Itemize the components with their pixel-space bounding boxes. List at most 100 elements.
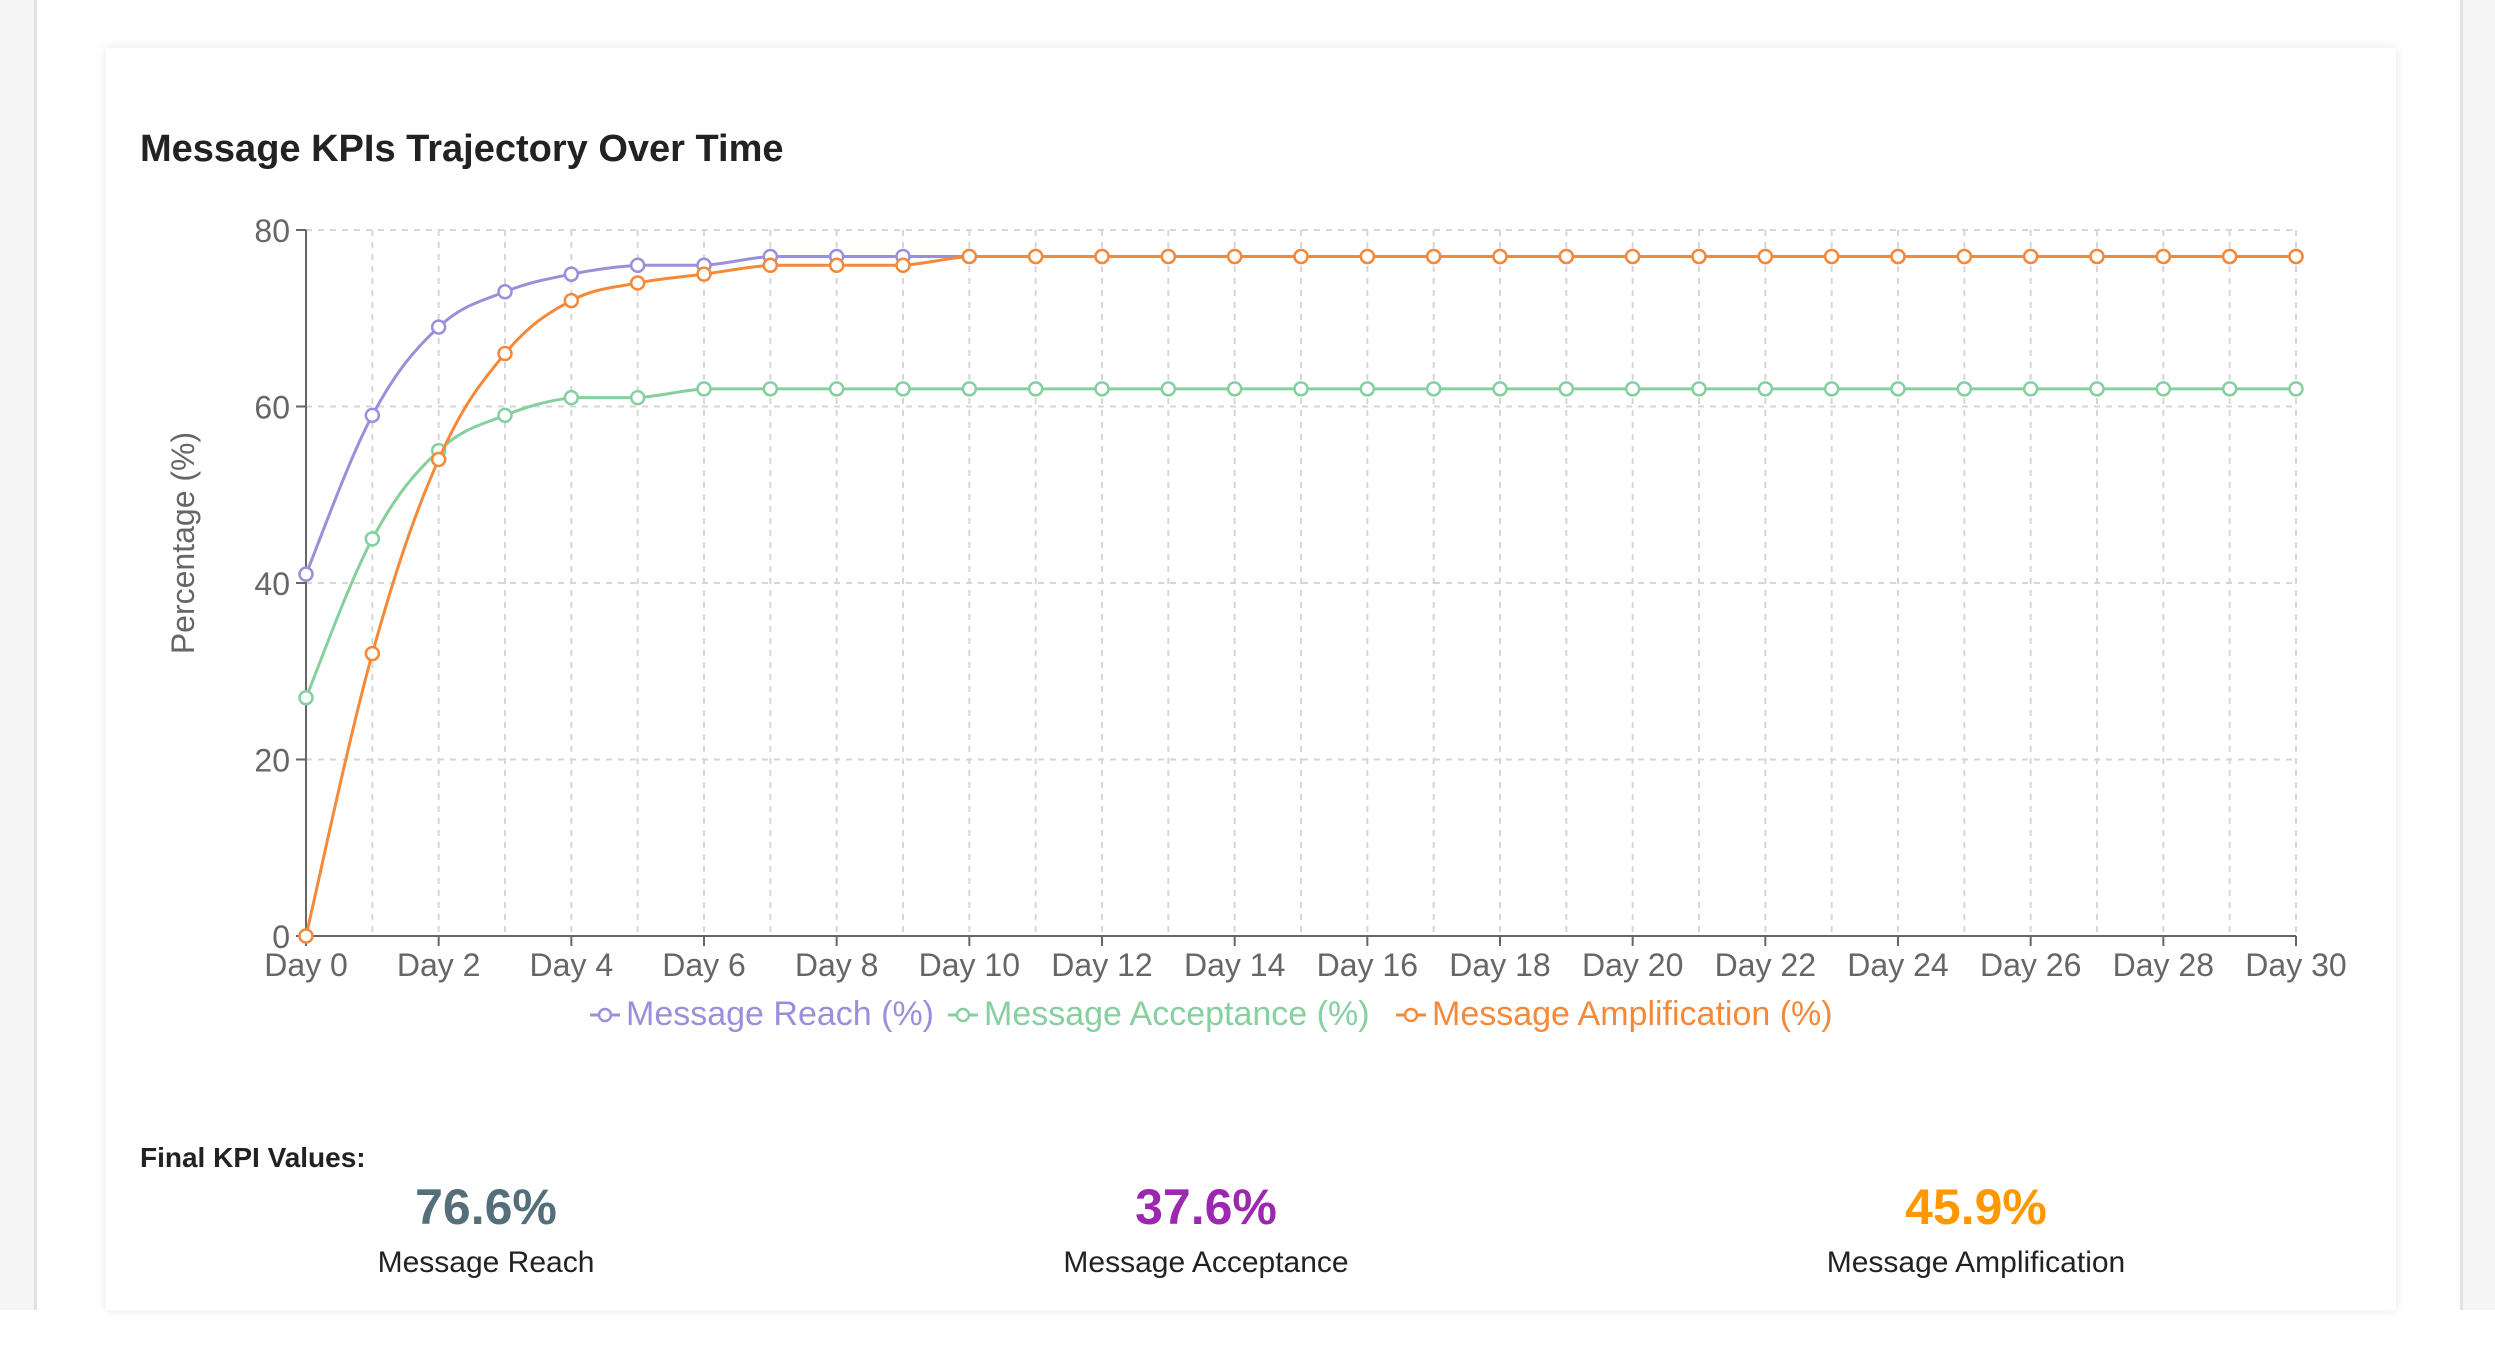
x-tick-label: Day 14 [1184, 947, 1285, 983]
data-point [2089, 381, 2105, 397]
legend-marker [597, 1007, 613, 1023]
series-acceptance [298, 381, 2304, 706]
data-point [2155, 381, 2172, 397]
data-point [1558, 381, 1575, 397]
data-point [1691, 381, 1707, 397]
data-point [1226, 248, 1243, 265]
data-point [1226, 381, 1243, 397]
data-point [1160, 381, 1177, 397]
data-point [2288, 248, 2304, 265]
data-point [1757, 248, 1774, 265]
data-point [430, 319, 447, 335]
data-point [2221, 248, 2238, 265]
y-tick-label: 60 [254, 390, 290, 426]
x-tick-label: Day 26 [1980, 947, 2081, 983]
data-point [629, 275, 646, 291]
kpi-reach-value: 76.6% [415, 1179, 557, 1235]
final-kpi-heading: Final KPI Values: [140, 1142, 366, 1173]
legend: Message Reach (%) Message Acceptance (%) M… [590, 995, 1833, 1033]
x-tick-label: Day 10 [919, 947, 1020, 983]
data-point [2155, 248, 2172, 265]
data-point [1160, 248, 1177, 265]
data-point [828, 257, 845, 274]
series-amplification [298, 248, 2304, 944]
data-point [762, 381, 779, 397]
data-point [1624, 381, 1641, 397]
axes: 0 20 40 60 80 Day 0 Day 2 Day 4 Day 6 Day 8 Day 10… [165, 213, 2347, 983]
y-axis-label: Percentage (%) [165, 432, 201, 654]
x-tick-label: Day 12 [1051, 947, 1152, 983]
data-point [1823, 248, 1840, 265]
data-point [1890, 381, 1906, 397]
right-page-strip [2460, 0, 2495, 1310]
x-tick-label: Day 22 [1715, 947, 1816, 983]
kpi-acceptance-value: 37.6% [1135, 1179, 1277, 1235]
data-point [1624, 248, 1641, 265]
data-point [563, 389, 580, 406]
legend-item: Message Reach (%) [590, 995, 934, 1033]
data-point [1027, 381, 1044, 397]
grid [305, 229, 2297, 937]
x-tick-label: Day 28 [2113, 947, 2214, 983]
data-point [298, 928, 314, 944]
data-point [762, 257, 779, 274]
data-point [364, 645, 381, 662]
data-point [828, 381, 845, 397]
data-point [1558, 248, 1575, 265]
data-point [1492, 248, 1508, 265]
x-tick-label: Day 18 [1449, 947, 1550, 983]
data-point [1425, 248, 1442, 265]
legend-label: Message Reach (%) [626, 995, 934, 1033]
data-point [629, 389, 646, 406]
x-tick-label: Day 16 [1317, 947, 1418, 983]
data-point [895, 257, 911, 274]
data-point [2221, 381, 2238, 397]
y-tick-label: 0 [272, 919, 290, 955]
kpi-reach-label: Message Reach [377, 1246, 595, 1279]
data-point [1691, 248, 1707, 265]
data-point [1027, 248, 1044, 265]
data-point [1293, 381, 1309, 397]
legend-marker [955, 1007, 971, 1023]
data-point [364, 407, 381, 424]
data-point [1425, 381, 1442, 397]
x-tick-label: Day 6 [662, 947, 746, 983]
data-point [430, 451, 447, 468]
data-point [1094, 248, 1110, 265]
x-tick-label: Day 30 [2245, 947, 2346, 983]
data-point [1956, 381, 1973, 397]
data-point [696, 266, 712, 282]
x-tick-label: Day 4 [530, 947, 614, 983]
data-point [563, 266, 580, 282]
data-point [1293, 248, 1309, 265]
y-tick-label: 20 [254, 743, 290, 779]
data-point [298, 566, 314, 582]
legend-marker [1403, 1007, 1419, 1023]
x-tick-label: Day 24 [1847, 947, 1948, 983]
data-point [298, 689, 314, 706]
left-page-strip [0, 0, 37, 1310]
kpi-amplification-value: 45.9% [1905, 1179, 2047, 1235]
kpi-acceptance-label: Message Acceptance [1063, 1246, 1349, 1279]
legend-item: Message Amplification (%) [1396, 995, 1833, 1033]
data-point [497, 407, 513, 424]
x-tick-label: Day 8 [795, 947, 879, 983]
data-point [1823, 381, 1840, 397]
data-point [497, 284, 513, 300]
legend-label: Message Acceptance (%) [984, 995, 1370, 1033]
data-point [629, 257, 646, 274]
data-point [696, 381, 712, 397]
data-point [364, 531, 381, 547]
x-tick-label: Day 0 [264, 947, 348, 983]
data-point [1757, 381, 1774, 397]
data-point [2288, 381, 2304, 397]
data-point [961, 248, 978, 265]
data-point [961, 381, 978, 397]
data-point [1492, 381, 1508, 397]
legend-label: Message Amplification (%) [1432, 995, 1833, 1033]
data-point [1956, 248, 1973, 265]
data-point [895, 381, 911, 397]
x-tick-label: Day 20 [1582, 947, 1683, 983]
data-point [2022, 248, 2039, 265]
data-point [1359, 381, 1376, 397]
